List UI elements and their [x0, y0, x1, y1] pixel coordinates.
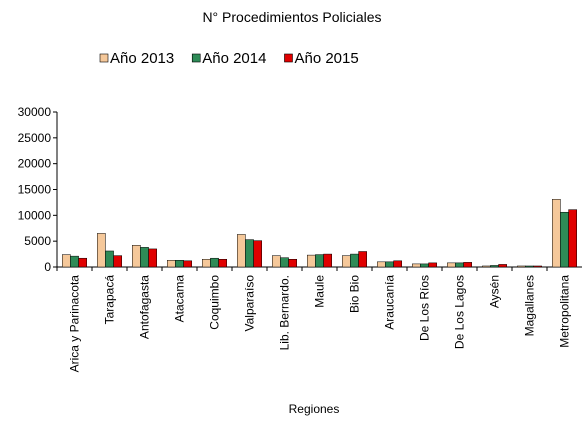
x-tick-label: Arica y Parinacota: [68, 275, 82, 373]
bar: [218, 259, 227, 268]
bar: [245, 239, 254, 268]
bar: [358, 251, 368, 268]
x-tick-label: Atacama: [173, 275, 187, 323]
bar: [132, 245, 141, 268]
bar: [560, 211, 569, 268]
x-tick-label: Magallanes: [523, 275, 537, 336]
bar: [552, 199, 561, 268]
bar: [455, 262, 464, 268]
bar: [412, 263, 421, 268]
y-tick-label: 0: [44, 260, 51, 274]
bar: [202, 259, 211, 268]
x-tick-label: De Los Ríos: [418, 275, 432, 341]
chart-title: N° Procedimientos Policiales: [202, 9, 381, 25]
legend-label: Año 2014: [202, 50, 266, 67]
bar: [350, 253, 359, 268]
bar: [533, 265, 542, 268]
y-tick-label: 15000: [18, 183, 52, 197]
bar: [385, 261, 394, 268]
legend-swatch: [284, 53, 293, 63]
bar: [140, 247, 149, 268]
bar: [280, 257, 289, 268]
y-tick-label: 5000: [24, 234, 51, 248]
bar: [237, 234, 246, 268]
bar: [167, 260, 176, 268]
y-tick-label: 25000: [18, 131, 52, 145]
bar: [113, 255, 123, 268]
bar: [175, 260, 184, 268]
bar: [428, 262, 438, 268]
bar: [210, 257, 219, 268]
x-tick-label: Valparaíso: [243, 275, 257, 332]
bar: [420, 263, 429, 268]
bar: [288, 259, 298, 268]
x-tick-label: Coquimbo: [208, 275, 222, 330]
y-tick-label: 10000: [18, 208, 52, 222]
bar: [70, 255, 79, 268]
bar: [393, 260, 403, 268]
bar: [62, 254, 71, 268]
legend-label: Año 2015: [294, 50, 358, 67]
bar: [315, 254, 324, 268]
bar: [463, 262, 473, 268]
bar: [377, 261, 386, 268]
bar: [568, 209, 577, 268]
bar: [148, 248, 157, 268]
bar: [272, 255, 281, 268]
bar: [323, 253, 333, 268]
x-tick-label: Antofagasta: [138, 275, 152, 339]
bar: [490, 265, 499, 268]
bar: [498, 264, 508, 268]
x-tick-label: Tarapacá: [103, 275, 117, 325]
x-tick-label: Aysén: [488, 275, 502, 308]
x-axis-label: Regiones: [289, 402, 340, 416]
legend-swatch: [191, 53, 201, 63]
y-tick-label: 30000: [18, 105, 52, 119]
x-tick-label: Araucanía: [383, 275, 397, 330]
bar: [482, 265, 491, 268]
bar: [78, 257, 88, 268]
bar: [525, 265, 534, 268]
bar: [97, 233, 106, 268]
bar: [517, 265, 526, 268]
bar: [183, 260, 192, 268]
legend-swatch: [99, 53, 109, 63]
x-tick-label: Metropolitana: [558, 275, 572, 348]
bar: [342, 255, 351, 268]
bar: [307, 254, 316, 268]
y-tick-label: 20000: [18, 157, 52, 171]
bar: [253, 240, 262, 268]
x-tick-label: Lib. Bernardo.: [278, 275, 292, 350]
x-tick-label: De Los Lagos: [453, 275, 467, 349]
x-tick-label: Bio Bio: [348, 275, 362, 313]
bar: [105, 250, 114, 268]
legend-label: Año 2013: [110, 50, 174, 67]
x-tick-label: Maule: [313, 275, 327, 308]
bar: [447, 262, 456, 268]
